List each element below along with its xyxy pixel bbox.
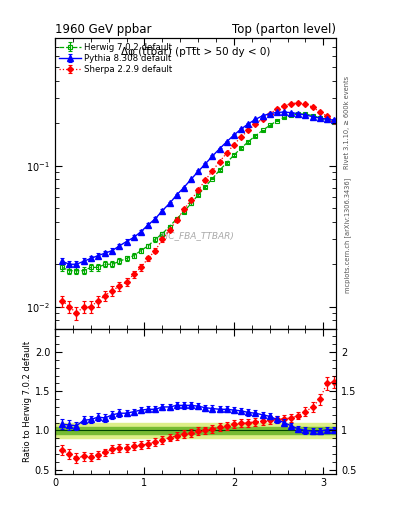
Text: Rivet 3.1.10, ≥ 600k events: Rivet 3.1.10, ≥ 600k events bbox=[344, 76, 350, 169]
Text: mcplots.cern.ch [arXiv:1306.3436]: mcplots.cern.ch [arXiv:1306.3436] bbox=[344, 178, 351, 293]
Text: Δφ (tt̅bar) (pTt̅t > 50 dy < 0): Δφ (tt̅bar) (pTt̅t > 50 dy < 0) bbox=[121, 47, 270, 57]
Text: 1960 GeV ppbar: 1960 GeV ppbar bbox=[55, 23, 152, 36]
Text: (MC_FBA_TTBAR): (MC_FBA_TTBAR) bbox=[157, 231, 234, 240]
Text: Top (parton level): Top (parton level) bbox=[232, 23, 336, 36]
Legend: Herwig 7.0.2 default, Pythia 8.308 default, Sherpa 2.2.9 default: Herwig 7.0.2 default, Pythia 8.308 defau… bbox=[58, 41, 174, 76]
Y-axis label: Ratio to Herwig 7.0.2 default: Ratio to Herwig 7.0.2 default bbox=[23, 340, 32, 462]
